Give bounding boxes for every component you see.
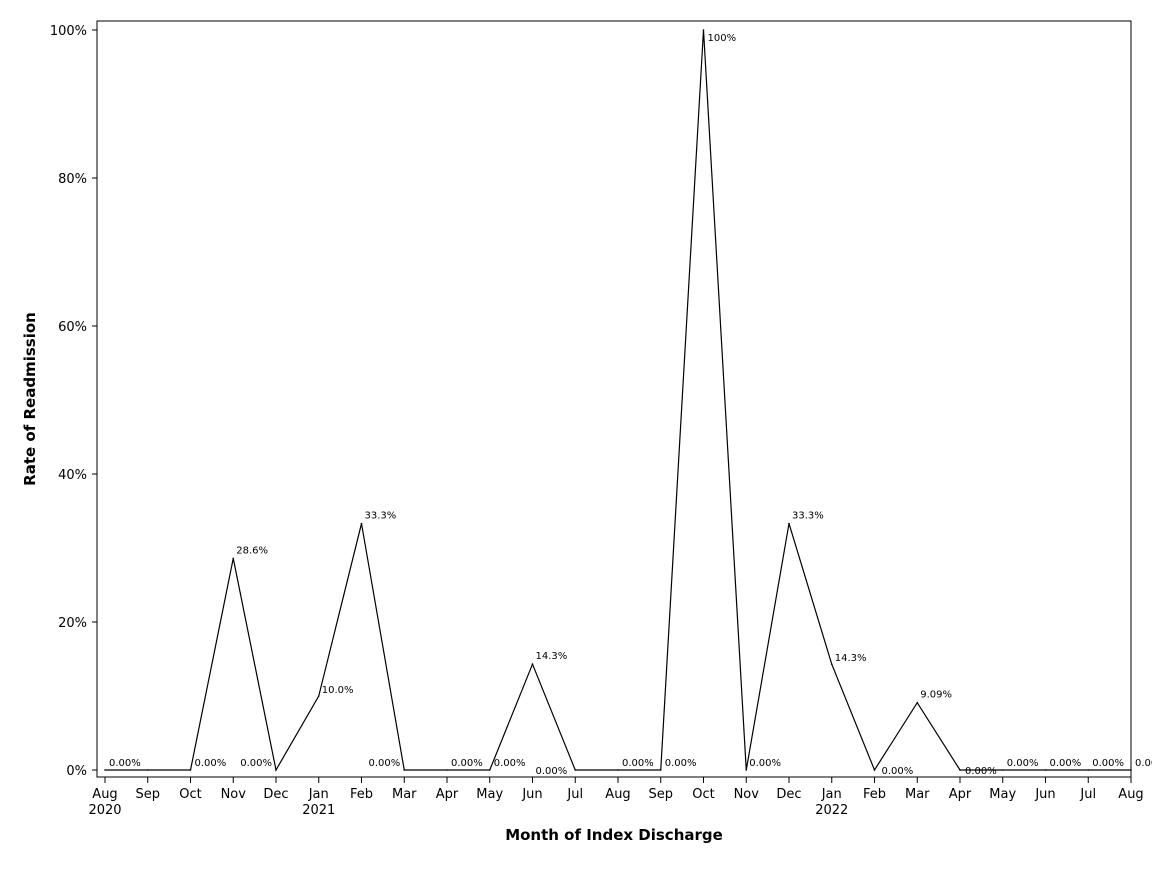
data-label: 0.00% bbox=[368, 758, 400, 769]
data-point bbox=[830, 663, 833, 665]
x-tick-label: Sep bbox=[135, 787, 160, 802]
x-tick-label: Jan bbox=[821, 787, 842, 802]
x-axis: Aug Sep Oct Nov Dec Jan Feb Mar Apr May Jun Jul Aug S… bbox=[88, 777, 1144, 818]
x-tick-label: Oct bbox=[692, 787, 714, 802]
data-point bbox=[788, 522, 790, 525]
x-tick-label: Aug bbox=[1118, 787, 1143, 802]
data-label: 33.3% bbox=[792, 511, 824, 522]
x-tick-label: Jul bbox=[1079, 787, 1096, 802]
data-label: 0.00% bbox=[240, 758, 272, 769]
data-point bbox=[317, 695, 320, 697]
data-label: 0.00% bbox=[535, 766, 567, 777]
x-year-label: 2020 bbox=[88, 803, 121, 818]
data-point bbox=[104, 769, 106, 771]
x-tick-label: Feb bbox=[863, 787, 886, 802]
x-tick-label: Nov bbox=[221, 787, 247, 802]
x-tick-label: Jan bbox=[308, 787, 329, 802]
x-tick-label: Aug bbox=[605, 787, 630, 802]
x-tick-label: Sep bbox=[648, 787, 673, 802]
y-tick-label: 0% bbox=[66, 764, 87, 779]
y-tick-label: 20% bbox=[58, 616, 87, 631]
data-point bbox=[403, 769, 406, 771]
data-label: 0.00% bbox=[622, 758, 654, 769]
x-tick-label: Oct bbox=[179, 787, 201, 802]
data-point bbox=[275, 769, 277, 771]
data-point bbox=[702, 29, 705, 31]
data-point bbox=[959, 769, 961, 771]
data-point bbox=[745, 769, 748, 771]
x-tick-label: Apr bbox=[436, 787, 459, 802]
data-point bbox=[146, 769, 149, 771]
data-label: 0.00% bbox=[109, 758, 141, 769]
data-point bbox=[574, 769, 577, 771]
data-label: 0.00% bbox=[1007, 758, 1039, 769]
data-point bbox=[1001, 769, 1004, 771]
data-label: 9.09% bbox=[920, 690, 952, 701]
data-label: 0.00% bbox=[749, 758, 781, 769]
data-point bbox=[232, 557, 235, 560]
y-axis-title: Rate of Readmission bbox=[21, 312, 39, 486]
data-point bbox=[1130, 769, 1132, 771]
data-label-layer: 0.00% 0.00% 28.6% 0.00% 10.0% 33.3% 0.00% 0.00%… bbox=[109, 33, 1152, 777]
x-year-label: 2022 bbox=[815, 803, 848, 818]
y-tick-label: 60% bbox=[58, 320, 87, 335]
data-label: 100% bbox=[708, 33, 737, 44]
data-label: 33.3% bbox=[365, 511, 397, 522]
x-tick-label: Dec bbox=[263, 787, 288, 802]
data-label: 14.3% bbox=[835, 653, 867, 664]
data-point bbox=[617, 769, 619, 771]
data-label: 0.00% bbox=[965, 766, 997, 777]
x-tick-label: Jun bbox=[1034, 787, 1055, 802]
y-tick-label: 80% bbox=[58, 172, 87, 187]
data-point bbox=[189, 769, 192, 771]
data-label: 0.00% bbox=[451, 758, 483, 769]
x-axis-title: Month of Index Discharge bbox=[505, 826, 723, 844]
x-tick-label: Aug bbox=[92, 787, 117, 802]
data-point bbox=[488, 769, 491, 771]
x-tick-label: May bbox=[989, 787, 1016, 802]
x-tick-label: Feb bbox=[350, 787, 373, 802]
data-point bbox=[1087, 769, 1090, 771]
data-point bbox=[360, 522, 363, 525]
data-label: 14.3% bbox=[536, 651, 568, 662]
x-tick-label: Mar bbox=[905, 787, 930, 802]
series-layer bbox=[104, 29, 1132, 772]
series-line bbox=[105, 29, 1131, 772]
data-label: 0.00% bbox=[1135, 758, 1152, 769]
x-tick-label: May bbox=[476, 787, 503, 802]
data-point bbox=[531, 663, 534, 665]
x-tick-label: Nov bbox=[734, 787, 760, 802]
y-tick-label: 40% bbox=[58, 468, 87, 483]
data-point bbox=[659, 769, 662, 771]
data-label: 0.00% bbox=[195, 758, 227, 769]
plot-area-frame bbox=[96, 20, 1132, 778]
data-point bbox=[1044, 769, 1047, 771]
data-label: 28.6% bbox=[236, 545, 268, 556]
y-axis: 0% 20% 40% 60% 80% 100% bbox=[50, 24, 97, 779]
x-tick-label: Dec bbox=[776, 787, 801, 802]
x-tick-label: Mar bbox=[392, 787, 417, 802]
y-tick-label: 100% bbox=[50, 24, 87, 39]
data-point bbox=[446, 769, 448, 771]
x-tick-label: Apr bbox=[949, 787, 972, 802]
x-tick-label: Jun bbox=[521, 787, 542, 802]
data-label: 0.00% bbox=[1092, 758, 1124, 769]
data-label: 0.00% bbox=[1050, 758, 1082, 769]
data-label: 0.00% bbox=[882, 766, 914, 777]
data-label: 10.0% bbox=[322, 685, 354, 696]
data-label: 0.00% bbox=[494, 758, 526, 769]
data-label: 0.00% bbox=[665, 758, 697, 769]
x-tick-label: Jul bbox=[566, 787, 583, 802]
data-point bbox=[873, 769, 876, 771]
x-year-label: 2021 bbox=[302, 803, 335, 818]
data-point bbox=[916, 701, 919, 704]
